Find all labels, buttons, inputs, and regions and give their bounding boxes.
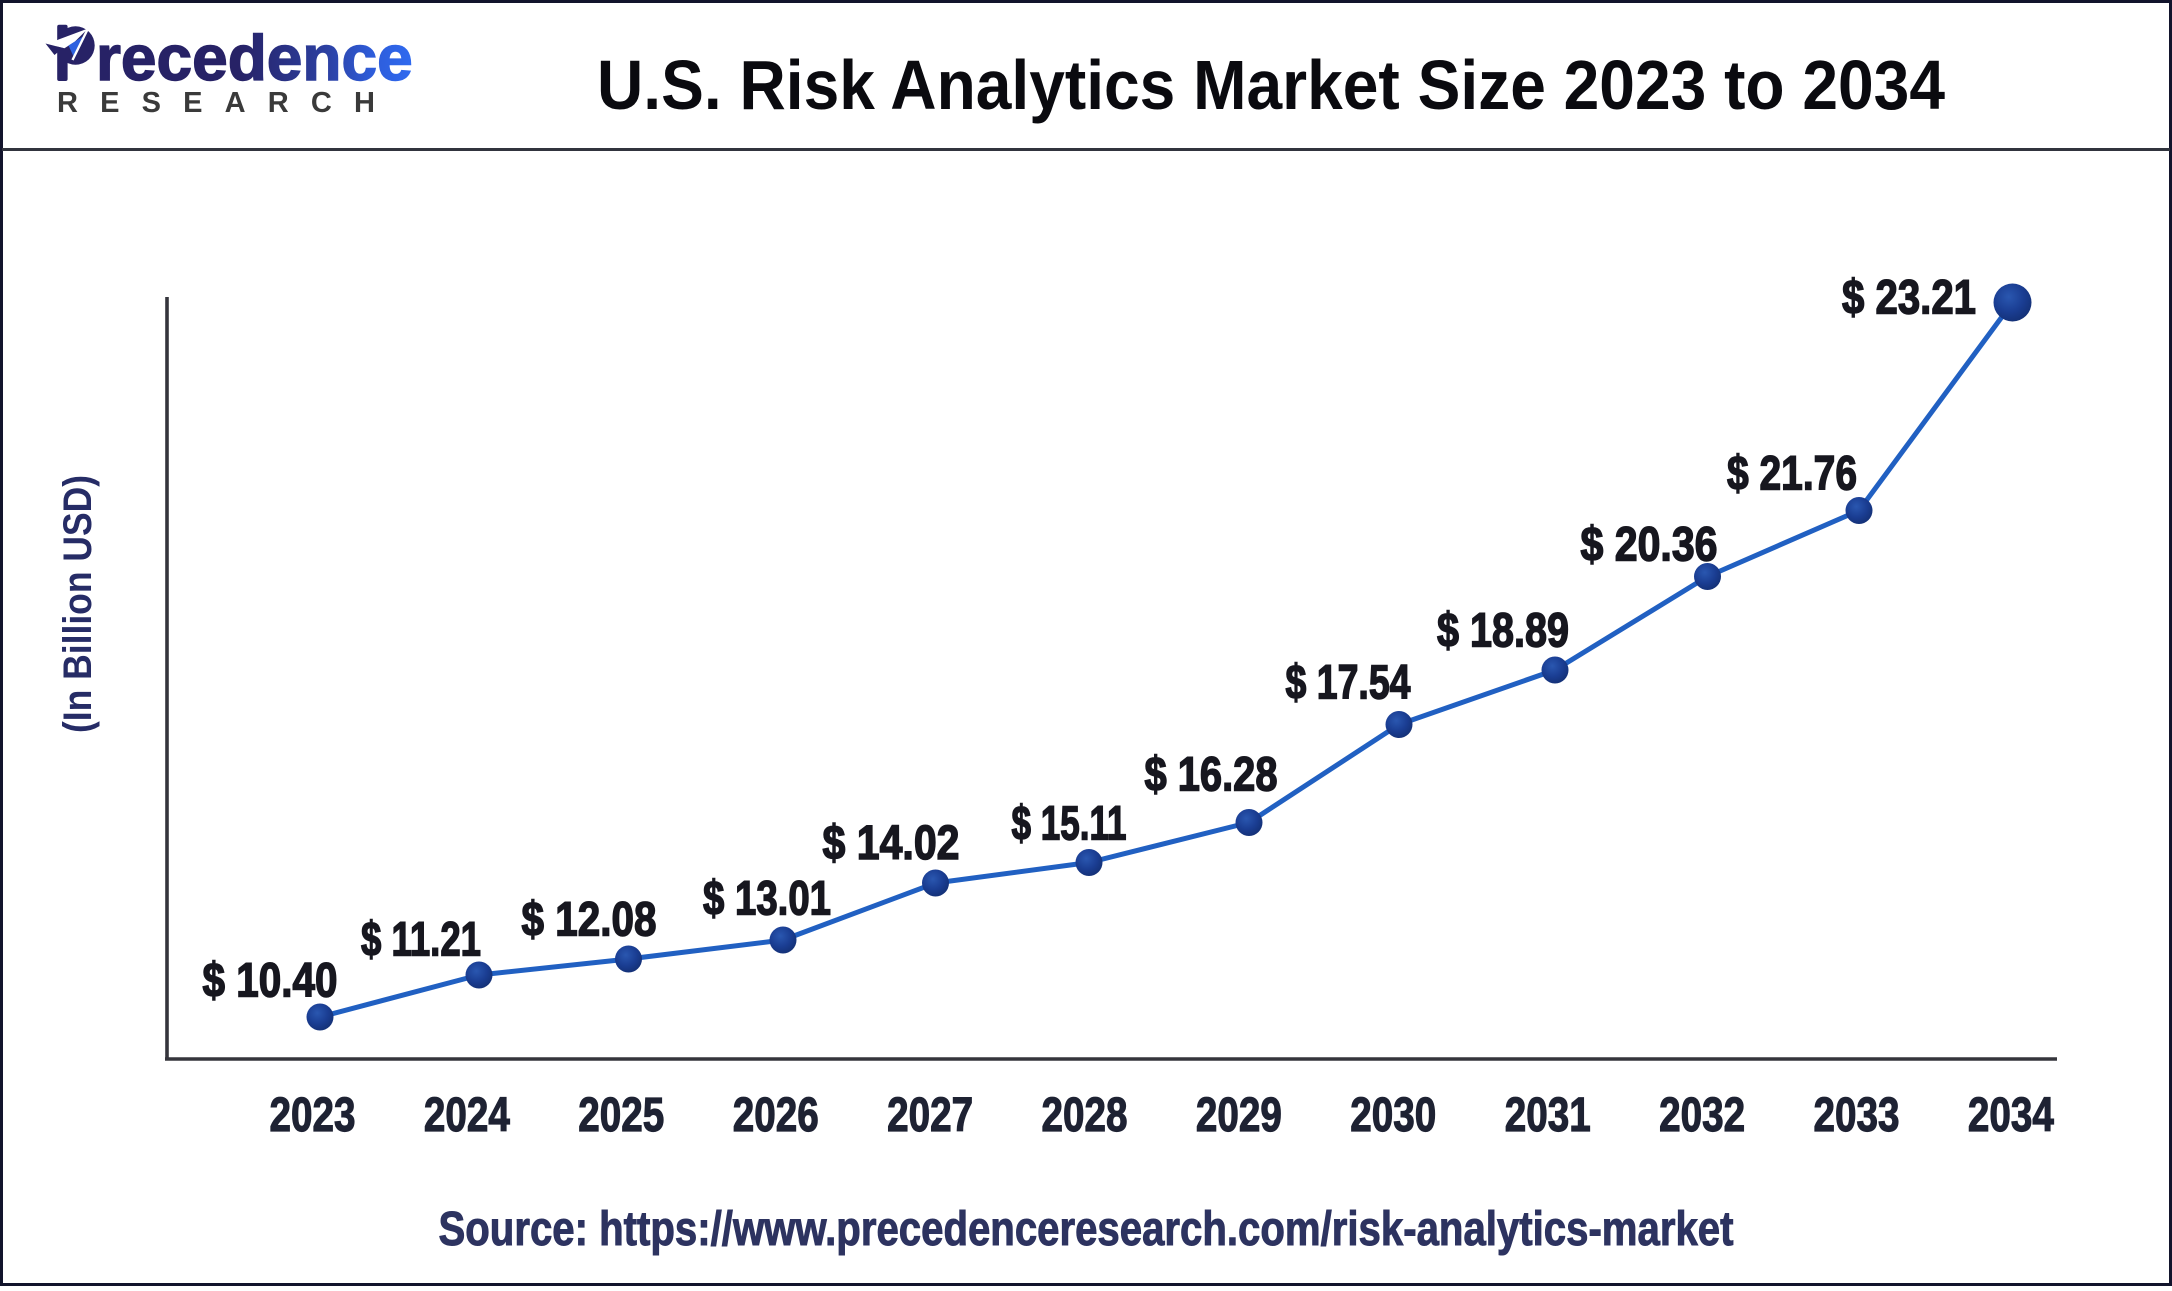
svg-text:$ 17.54: $ 17.54 — [1286, 657, 1411, 710]
svg-text:2027: 2027 — [887, 1089, 973, 1142]
svg-text:Source: https://www.precedence: Source: https://www.precedenceresearch.c… — [439, 1203, 1734, 1256]
svg-text:$ 23.21: $ 23.21 — [1842, 272, 1976, 325]
svg-text:2032: 2032 — [1659, 1089, 1745, 1142]
svg-text:$ 13.01: $ 13.01 — [703, 873, 831, 926]
svg-text:2030: 2030 — [1350, 1089, 1436, 1142]
svg-text:(In Billion USD): (In Billion USD) — [56, 475, 100, 733]
svg-text:$ 21.76: $ 21.76 — [1727, 448, 1857, 501]
svg-text:2025: 2025 — [578, 1089, 664, 1142]
svg-text:$ 18.89: $ 18.89 — [1437, 605, 1569, 658]
svg-text:$ 20.36: $ 20.36 — [1581, 519, 1718, 572]
svg-text:recedence: recedence — [96, 22, 413, 94]
svg-text:$ 12.08: $ 12.08 — [522, 894, 657, 947]
svg-text:2029: 2029 — [1196, 1089, 1282, 1142]
svg-text:$ 10.40: $ 10.40 — [203, 955, 338, 1008]
svg-text:$ 11.21: $ 11.21 — [361, 914, 481, 967]
svg-text:$ 14.02: $ 14.02 — [823, 817, 960, 870]
svg-text:2026: 2026 — [733, 1089, 819, 1142]
svg-text:2028: 2028 — [1042, 1089, 1128, 1142]
svg-text:2034: 2034 — [1968, 1089, 2054, 1142]
svg-text:2033: 2033 — [1814, 1089, 1900, 1142]
svg-text:2024: 2024 — [424, 1089, 510, 1142]
svg-text:2031: 2031 — [1505, 1089, 1591, 1142]
svg-text:U.S. Risk Analytics Market Siz: U.S. Risk Analytics Market Size 2023 to … — [597, 46, 1945, 124]
svg-text:2023: 2023 — [270, 1089, 356, 1142]
svg-text:$ 16.28: $ 16.28 — [1145, 749, 1278, 802]
svg-text:$ 15.11: $ 15.11 — [1012, 798, 1127, 851]
